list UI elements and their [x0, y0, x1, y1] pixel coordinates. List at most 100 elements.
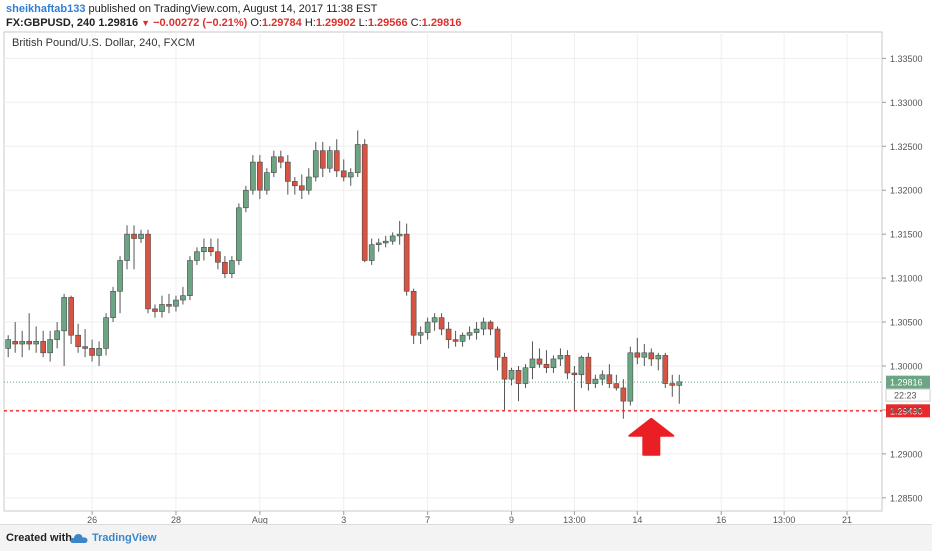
- candle-down: [319, 150, 326, 169]
- candle-down: [298, 185, 305, 191]
- plot-area[interactable]: [3, 31, 883, 512]
- ohlc-line: FX:GBPUSD, 240 1.29816 ▼ −0.00272 (−0.21…: [6, 17, 461, 29]
- candle-up: [396, 233, 403, 237]
- last-price-tag-label: 1.29816: [890, 378, 923, 388]
- candle-up: [550, 358, 557, 369]
- y-tick-label: 1.28500: [890, 493, 923, 503]
- x-tick-label: 14: [632, 515, 642, 524]
- x-tick-label: 16: [716, 515, 726, 524]
- candle-down: [571, 372, 578, 376]
- candle-down: [543, 363, 550, 369]
- tradingview-brand-link[interactable]: TradingView: [92, 532, 157, 544]
- y-tick-label: 1.32500: [890, 142, 923, 152]
- candle-down: [82, 346, 88, 349]
- candle-up: [103, 317, 109, 349]
- candle-up: [508, 370, 515, 380]
- footer: Created with TradingView: [0, 524, 932, 551]
- candle-up: [138, 233, 144, 239]
- price-axis[interactable]: 1.33500 1.33000 1.32500 1.32000 1.31500 1.310…: [882, 54, 923, 503]
- candle-up: [229, 260, 235, 274]
- last-price-tag: [886, 375, 930, 389]
- candle-down: [648, 352, 655, 360]
- candle-down: [410, 290, 417, 336]
- candle-up: [424, 321, 431, 333]
- candle-up: [529, 358, 536, 369]
- chart-header: sheikhaftab133 published on TradingView.…: [0, 0, 932, 32]
- candle-up: [459, 334, 466, 342]
- x-tick-label: 26: [87, 515, 97, 524]
- candle-down: [215, 251, 221, 263]
- candle-up: [599, 374, 606, 380]
- candle-up: [375, 242, 382, 245]
- candle-up: [655, 355, 662, 360]
- candle-up: [264, 172, 270, 191]
- tradingview-cloud-icon: [70, 534, 88, 543]
- candle-up: [33, 341, 39, 345]
- candle-down: [613, 383, 620, 389]
- candle-up: [627, 352, 634, 402]
- candle-up: [117, 260, 123, 292]
- candle-down: [634, 352, 641, 358]
- y-tick-label: 1.31000: [890, 274, 923, 284]
- candle-up: [124, 233, 130, 261]
- candle-up: [271, 156, 277, 173]
- candle-up: [312, 150, 319, 178]
- candle-up: [354, 144, 361, 173]
- candle-down: [152, 308, 158, 312]
- created-with-label: Created with: [6, 532, 73, 544]
- candle-up: [382, 240, 389, 244]
- candle-down: [333, 150, 340, 172]
- time-axis[interactable]: 26 28 Aug 3 7 9 13:00 14 16 13:00 21: [87, 511, 852, 524]
- x-tick-label: Aug: [252, 515, 268, 524]
- candle-up: [347, 172, 354, 178]
- candle-down: [12, 341, 19, 345]
- y-tick-label: 1.29500: [890, 405, 923, 415]
- candle-up: [326, 150, 333, 169]
- candle-up: [5, 339, 12, 349]
- open-label: O:: [250, 17, 262, 29]
- x-tick-label: 28: [171, 515, 181, 524]
- y-tick-label: 1.31500: [890, 230, 923, 240]
- candle-down: [222, 261, 228, 274]
- candle-up: [19, 341, 25, 345]
- support-price-tag-label: 1.29490: [890, 406, 923, 416]
- author-link[interactable]: sheikhaftab133: [6, 3, 86, 15]
- candle-up: [194, 251, 200, 261]
- candle-up: [236, 207, 242, 261]
- candle-down: [487, 321, 494, 330]
- candle-down: [291, 181, 298, 187]
- candle-up: [592, 378, 599, 384]
- candle-down: [438, 317, 445, 330]
- candle-down: [620, 387, 627, 402]
- change-value: −0.00272 (−0.21%): [153, 17, 248, 29]
- y-tick-label: 1.33000: [890, 98, 923, 108]
- candle-up: [641, 352, 648, 358]
- candle-down: [26, 341, 32, 345]
- candle-down: [452, 339, 459, 342]
- candle-down: [662, 355, 669, 384]
- y-tick-label: 1.32000: [890, 186, 923, 196]
- candle-down: [145, 233, 151, 310]
- candle-down: [501, 356, 508, 380]
- candle-up: [466, 332, 473, 336]
- candle-down: [257, 161, 263, 191]
- candle-down: [445, 328, 452, 340]
- price-chart[interactable]: 1.29816 22:23 1.29490 1.33500 1.33000 1.3250…: [0, 0, 932, 524]
- x-tick-label: 9: [509, 515, 514, 524]
- up-arrow-icon: [628, 417, 675, 456]
- candle-up: [159, 304, 165, 312]
- candle-down: [564, 355, 571, 374]
- chart-title: British Pound/U.S. Dollar, 240, FXCM: [12, 37, 195, 49]
- countdown-tag: [885, 388, 931, 402]
- candle-down: [606, 374, 613, 384]
- candle-down: [284, 161, 291, 182]
- candle-down: [361, 144, 368, 261]
- candle-down: [494, 328, 501, 358]
- candle-down: [89, 348, 95, 356]
- candle-down: [340, 170, 347, 178]
- x-tick-label: 13:00: [563, 515, 586, 524]
- candle-up: [522, 367, 529, 384]
- countdown-label: 22:23: [894, 391, 917, 401]
- candle-up: [243, 189, 249, 209]
- candle-up: [201, 247, 207, 253]
